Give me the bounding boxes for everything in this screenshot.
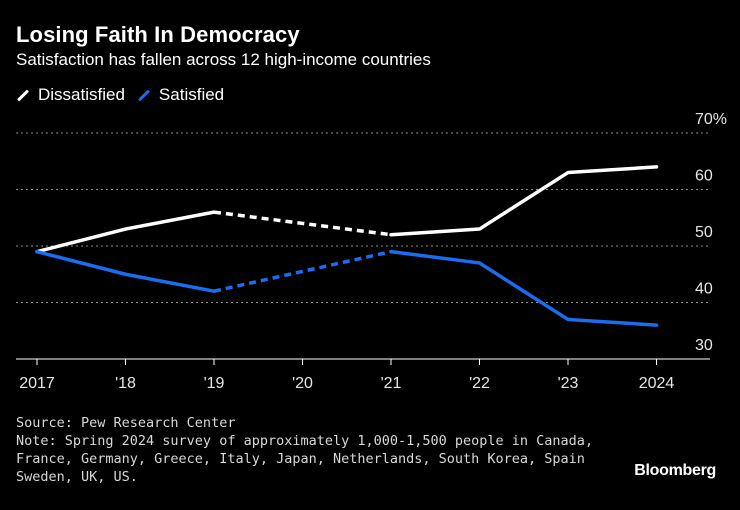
x-tick-label: '22 [469, 375, 490, 392]
x-tick-label: '23 [558, 375, 579, 392]
x-axis-ticks: 2017 '18 '19 '20 '21 '22 '23 2024 [19, 359, 674, 392]
note-line-3: Sweden, UK, US. [16, 469, 138, 485]
chart-subtitle: Satisfaction has fallen across 12 high-i… [16, 50, 431, 69]
y-tick-label: 30 [695, 337, 713, 354]
legend-label-dissatisfied: Dissatisfied [38, 85, 125, 104]
bloomberg-logo: Bloomberg [634, 462, 716, 479]
y-tick-label: 50 [695, 224, 713, 241]
footer: Source: Pew Research Center Note: Spring… [16, 414, 596, 486]
x-tick-label: 2024 [639, 375, 675, 392]
series-lines [35, 165, 659, 327]
x-tick-label: 2017 [19, 375, 55, 392]
note-line-2: France, Germany, Greece, Italy, Japan, N… [16, 451, 585, 467]
line-chart: 70% 60 50 40 30 2017 '18 '19 '20 '21 '22 '23 2024 [16, 111, 727, 392]
y-tick-label: 70% [695, 111, 727, 128]
series-line-satisfied-solid-2 [389, 249, 659, 327]
legend: Dissatisfied Satisfied [16, 85, 236, 105]
series-line-dissatisfied-dashed [213, 210, 392, 237]
series-line-satisfied-solid-1 [35, 249, 216, 293]
source-text: Source: Pew Research Center [16, 415, 236, 431]
legend-item-satisfied: Satisfied [137, 85, 224, 105]
y-tick-label: 60 [695, 168, 713, 185]
x-tick-label: '18 [115, 375, 136, 392]
x-tick-label: '21 [381, 375, 402, 392]
note-line-1: Note: Spring 2024 survey of approximatel… [16, 433, 594, 449]
series-line-satisfied-dashed [213, 249, 392, 293]
legend-item-dissatisfied: Dissatisfied [16, 85, 125, 105]
legend-label-satisfied: Satisfied [158, 85, 225, 104]
chart-title: Losing Faith In Democracy [16, 22, 300, 47]
x-tick-label: '19 [204, 375, 225, 392]
grid-lines [16, 132, 710, 303]
x-tick-label: '20 [292, 375, 313, 392]
series-line-dissatisfied-solid-1 [35, 210, 216, 254]
y-tick-label: 40 [695, 281, 713, 298]
series-line-dissatisfied-solid-2 [389, 165, 659, 237]
y-axis-ticks: 70% 60 50 40 30 [695, 111, 727, 354]
